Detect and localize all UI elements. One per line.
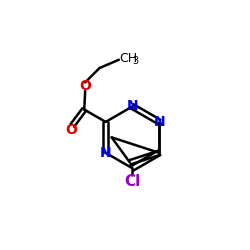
Text: Cl: Cl xyxy=(124,174,140,188)
Text: CH: CH xyxy=(119,52,137,65)
Text: N: N xyxy=(126,100,138,114)
Text: N: N xyxy=(100,146,112,160)
Text: N: N xyxy=(153,115,165,129)
Text: O: O xyxy=(65,123,77,137)
Text: 3: 3 xyxy=(132,56,139,66)
Text: O: O xyxy=(79,78,91,92)
